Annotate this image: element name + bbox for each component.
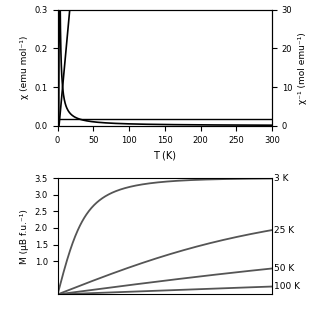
Text: 25 K: 25 K [274,226,294,235]
Text: 100 K: 100 K [274,282,300,291]
Text: 3 K: 3 K [274,174,288,183]
X-axis label: T (K): T (K) [153,150,176,160]
Y-axis label: χ (emu mol⁻¹): χ (emu mol⁻¹) [20,36,29,100]
Text: 50 K: 50 K [274,264,294,273]
Y-axis label: χ⁻¹ (mol emu⁻¹): χ⁻¹ (mol emu⁻¹) [298,32,307,104]
Y-axis label: M (μB f.u.⁻¹): M (μB f.u.⁻¹) [20,209,29,264]
